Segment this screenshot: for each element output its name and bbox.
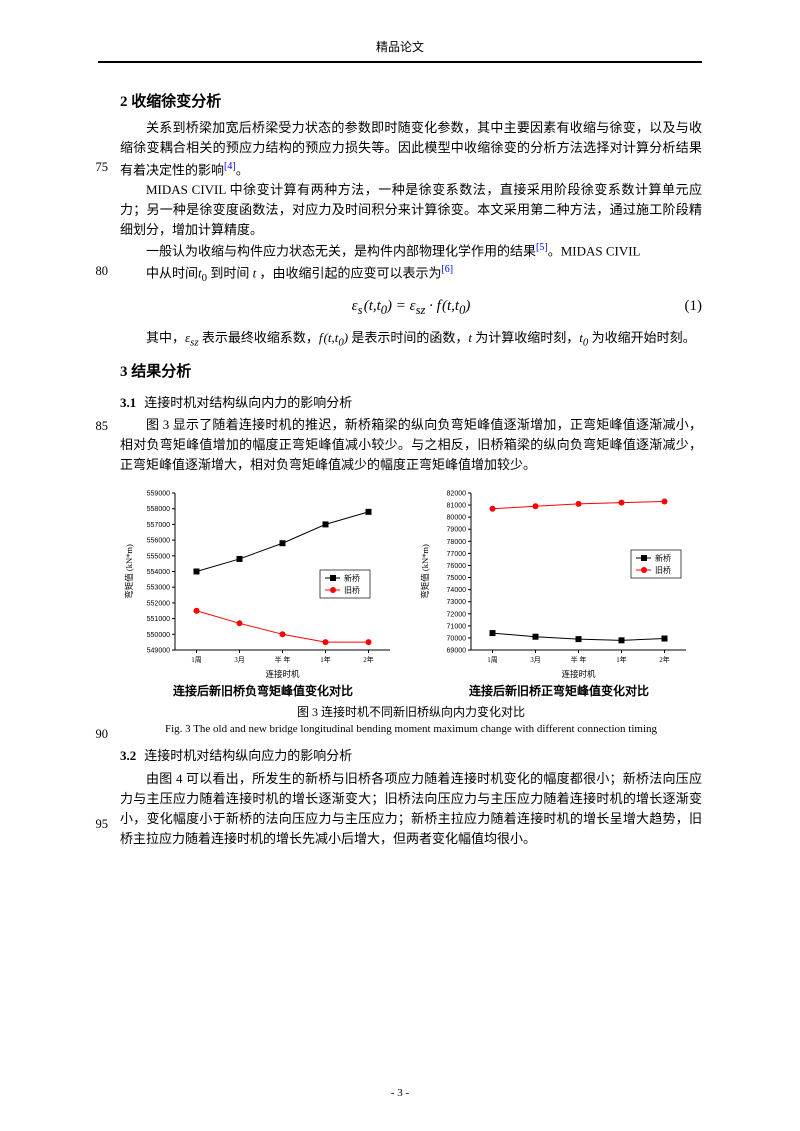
page-footer: - 3 - — [0, 1087, 800, 1099]
lineno-95: 95 — [78, 817, 108, 832]
fig3-right-sub: 连接后新旧桥正弯矩峰值变化对比 — [416, 682, 702, 701]
svg-text:2年: 2年 — [659, 655, 670, 664]
sec2-p3a: 一般认为收缩与构件应力状态无关，是构件内部物理化学作用的结果 — [146, 244, 536, 259]
svg-text:3月: 3月 — [530, 656, 541, 664]
svg-text:旧桥: 旧桥 — [344, 585, 360, 595]
svg-text:552000: 552000 — [147, 601, 170, 608]
svg-text:82000: 82000 — [447, 491, 467, 498]
chart-left-svg: 549000 550000 551000 552000 553000 554000 5550… — [120, 485, 400, 680]
chart-right-svg: 69000 70000 71000 72000 73000 74000 75000 76000… — [416, 485, 696, 680]
svg-text:旧桥: 旧桥 — [655, 565, 671, 575]
sec3-p32: 由图 4 可以看出，所发生的新桥与旧桥各项应力随着连接时机变化的幅度都很小；新桥… — [120, 769, 702, 850]
fig3-left-sub: 连接后新旧桥负弯矩峰值变化对比 — [120, 682, 406, 701]
svg-text:1年: 1年 — [320, 655, 331, 664]
svg-text:连接时机: 连接时机 — [265, 669, 300, 679]
svg-text:新桥: 新桥 — [344, 573, 360, 583]
section-3-heading: 3 结果分析 — [120, 361, 702, 384]
sec2-p5: 其中，εsz 表示最终收缩系数，f (t,t0) 是表示时间的函数，t 为计算收… — [120, 328, 702, 351]
svg-text:70000: 70000 — [447, 636, 467, 643]
figure-3-left: 549000 550000 551000 552000 553000 554000 5550… — [120, 485, 406, 701]
svg-text:558000: 558000 — [147, 506, 170, 513]
svg-text:弯矩值 (kN*m): 弯矩值 (kN*m) — [124, 544, 134, 599]
svg-text:1年: 1年 — [616, 655, 627, 664]
citation-6: [6] — [441, 264, 453, 275]
svg-text:弯矩值 (kN*m): 弯矩值 (kN*m) — [420, 544, 430, 599]
svg-text:连接时机: 连接时机 — [561, 669, 596, 679]
svg-text:72000: 72000 — [447, 611, 467, 618]
svg-text:81000: 81000 — [447, 503, 467, 510]
svg-text:556000: 556000 — [147, 538, 170, 545]
svg-text:新桥: 新桥 — [655, 553, 671, 563]
svg-text:1周: 1周 — [191, 656, 202, 664]
page-header: 精品论文 — [0, 0, 800, 55]
svg-text:77000: 77000 — [447, 551, 467, 558]
svg-text:79000: 79000 — [447, 527, 467, 534]
citation-4: [4] — [224, 161, 236, 172]
svg-text:71000: 71000 — [447, 624, 467, 631]
svg-text:73000: 73000 — [447, 599, 467, 606]
lineno-80: 80 — [78, 264, 108, 279]
lineno-75: 75 — [78, 160, 108, 175]
svg-text:554000: 554000 — [147, 569, 170, 576]
fig3-caption-cn: 图 3 连接时机不同新旧桥纵向内力变化对比 — [120, 703, 702, 722]
svg-text:549000: 549000 — [147, 648, 170, 655]
section-3-1-heading: 3.1连接时机对结构纵向内力的影响分析 — [120, 393, 702, 413]
sec2-p3b: 。MIDAS CIVIL — [548, 244, 641, 259]
svg-text:551000: 551000 — [147, 616, 170, 623]
citation-5: [5] — [536, 242, 548, 253]
svg-text:1周: 1周 — [487, 656, 498, 664]
svg-text:69000: 69000 — [447, 648, 467, 655]
svg-text:555000: 555000 — [147, 553, 170, 560]
sec2-p1: 关系到桥梁加宽后桥梁受力状态的参数即时随变化参数，其中主要因素有收缩与徐变，以及… — [120, 120, 702, 177]
svg-text:78000: 78000 — [447, 539, 467, 546]
svg-text:553000: 553000 — [147, 585, 170, 592]
sec2-p2: MIDAS CIVIL 中徐变计算有两种方法，一种是徐变系数法，直接采用阶段徐变… — [120, 180, 702, 240]
svg-text:75000: 75000 — [447, 575, 467, 582]
svg-text:559000: 559000 — [147, 491, 170, 498]
svg-text:半 年: 半 年 — [571, 655, 587, 664]
svg-text:74000: 74000 — [447, 587, 467, 594]
main-content: 2 收缩徐变分析 关系到桥梁加宽后桥梁受力状态的参数即时随变化参数，其中主要因素… — [0, 63, 800, 849]
svg-text:557000: 557000 — [147, 522, 170, 529]
svg-text:80000: 80000 — [447, 515, 467, 522]
section-2-heading: 2 收缩徐变分析 — [120, 91, 702, 114]
figure-3-right: 69000 70000 71000 72000 73000 74000 75000 76000… — [416, 485, 702, 701]
svg-text:半 年: 半 年 — [275, 655, 291, 664]
svg-text:2年: 2年 — [363, 655, 374, 664]
fig3-caption-en: Fig. 3 The old and new bridge longitudin… — [120, 721, 702, 738]
equation-1: εs (t,t0) = εsz · f (t,t0) (1) — [120, 295, 702, 320]
equation-number: (1) — [685, 295, 703, 318]
svg-text:76000: 76000 — [447, 563, 467, 570]
lineno-85: 85 — [78, 419, 108, 434]
figure-3-row: 549000 550000 551000 552000 553000 554000 5550… — [120, 485, 702, 701]
svg-text:3月: 3月 — [234, 656, 245, 664]
lineno-90: 90 — [78, 727, 108, 742]
section-3-2-heading: 3.2连接时机对结构纵向应力的影响分析 — [120, 746, 702, 766]
sec3-p31: 图 3 显示了随着连接时机的推迟，新桥箱梁的纵向负弯矩峰值逐渐增加，正弯矩峰值逐… — [120, 415, 702, 475]
svg-text:550000: 550000 — [147, 632, 170, 639]
